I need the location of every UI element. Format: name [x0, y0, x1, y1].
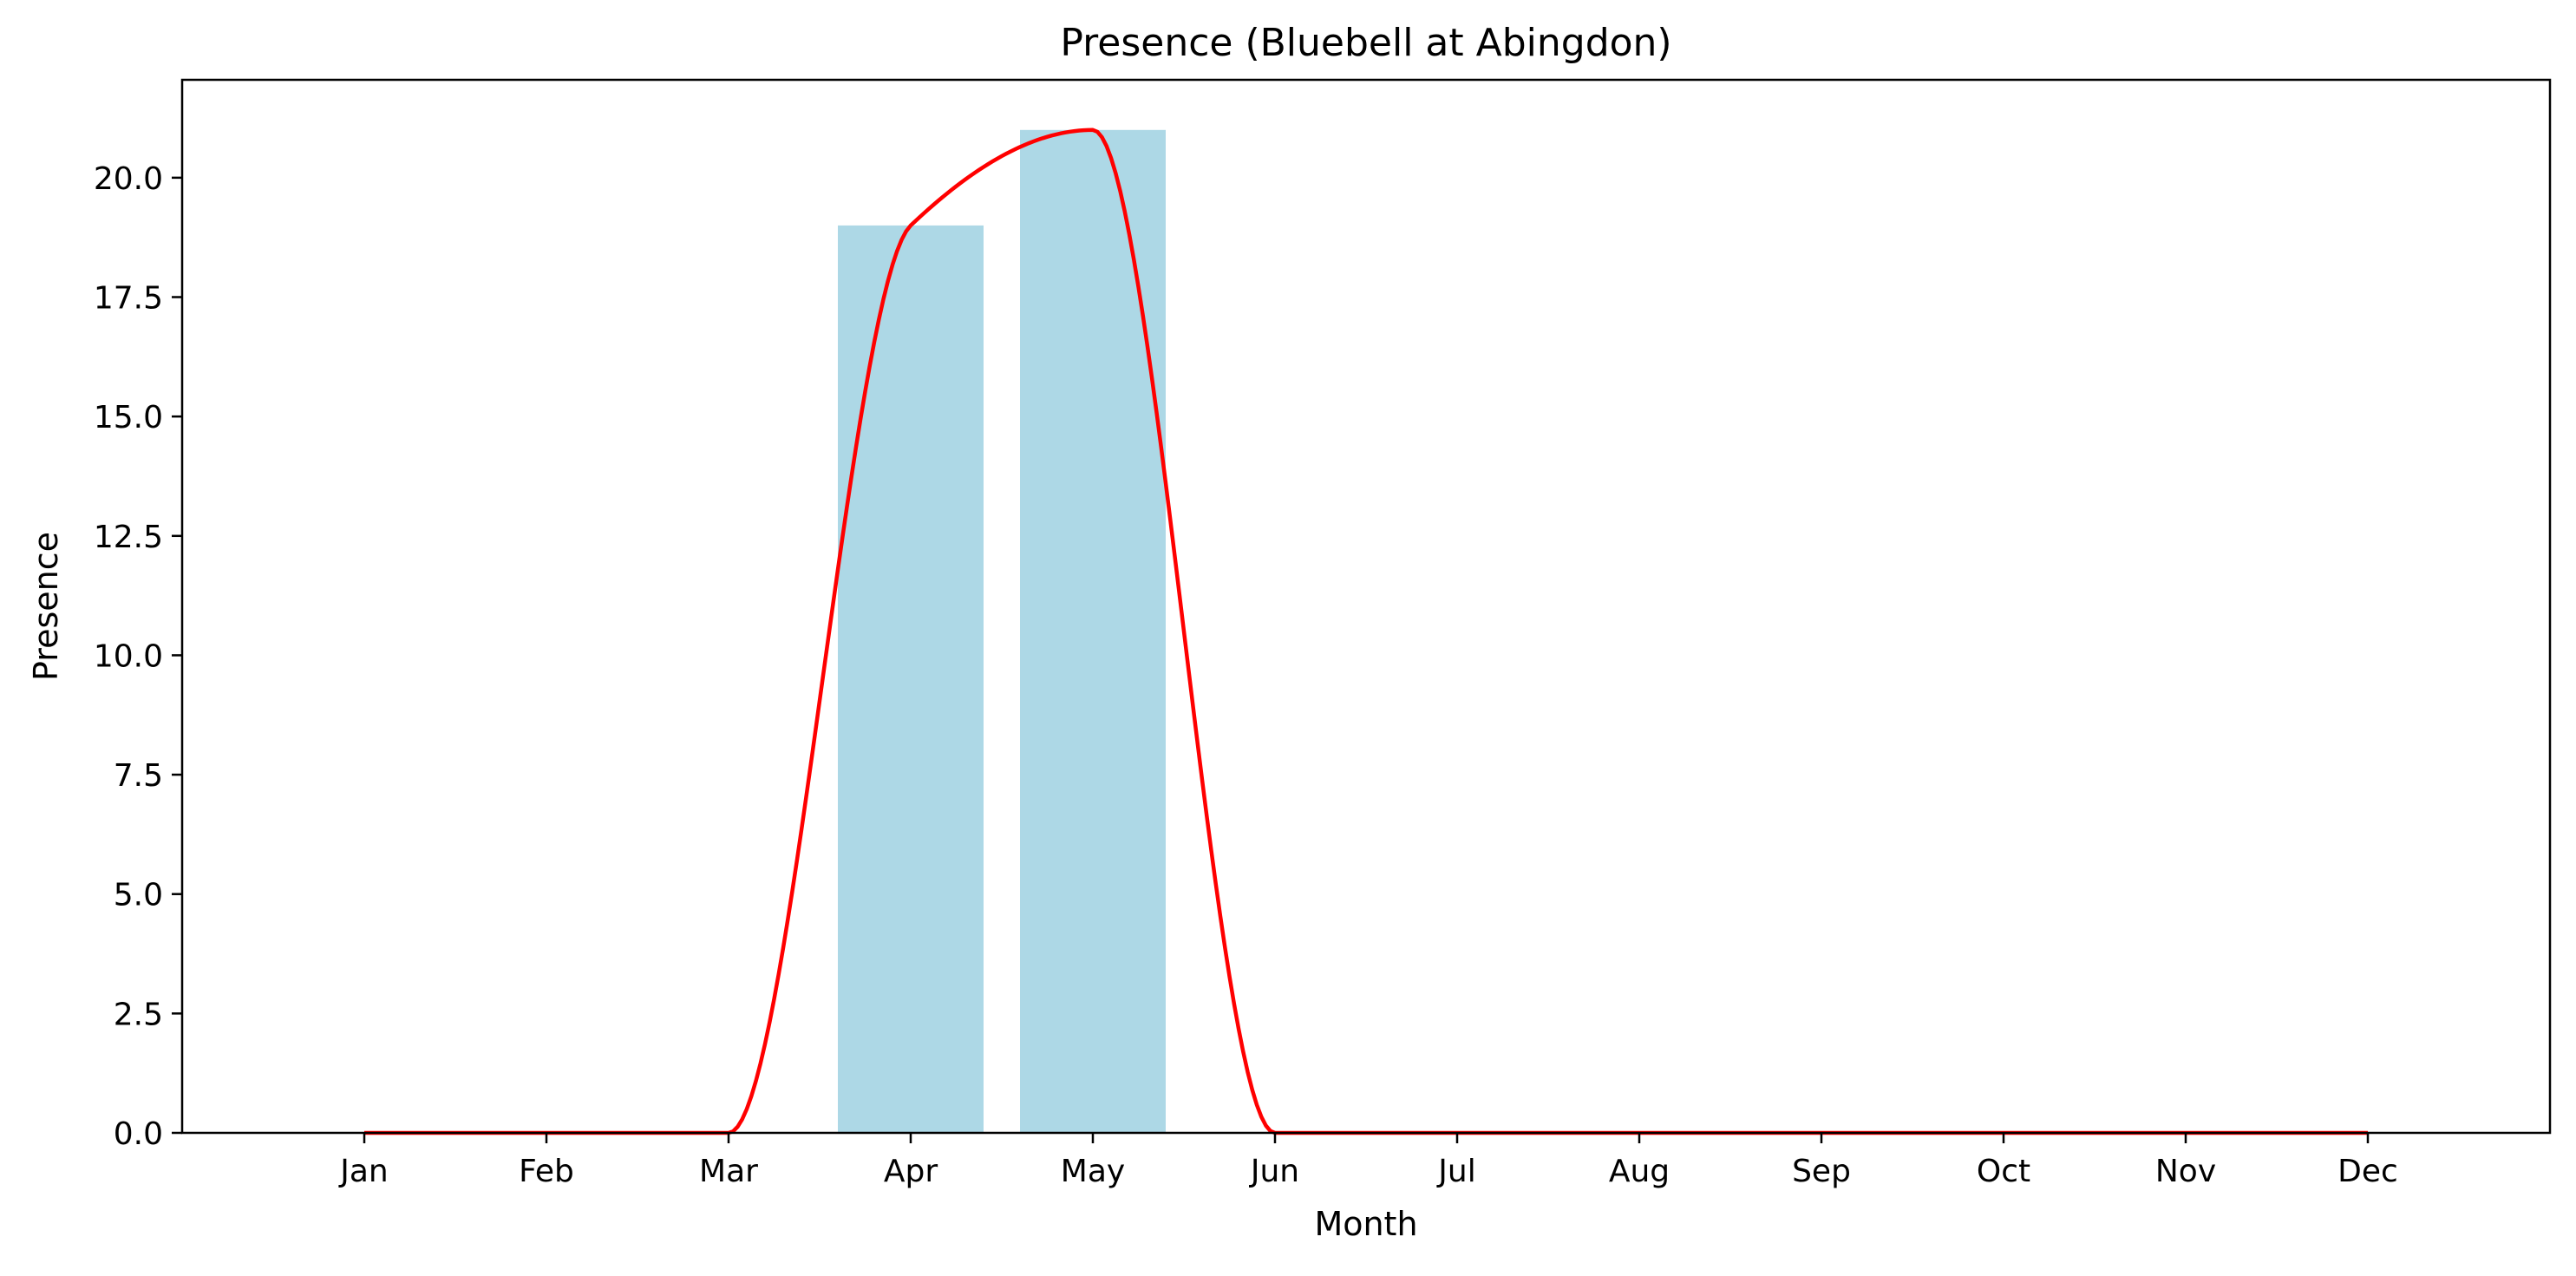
ticks-layer: Jan Feb Mar Apr May Jun Jul Aug Sep Oct Nov Dec 0.0 2… [94, 161, 2398, 1189]
axes-frame [180, 78, 2552, 1135]
x-tick-label-mar: Mar [699, 1154, 758, 1189]
bar-apr [838, 225, 984, 1134]
y-tick-label: 10.0 [94, 638, 163, 674]
x-tick-label-jun: Jun [1249, 1154, 1299, 1189]
x-tick-label-oct: Oct [1977, 1154, 2030, 1189]
x-tick-label-nov: Nov [2155, 1154, 2216, 1189]
y-tick-label: 0.0 [114, 1116, 163, 1152]
y-tick-label: 5.0 [114, 878, 163, 913]
x-tick-label-sep: Sep [1792, 1154, 1851, 1189]
chart-title: Presence (Bluebell at Abingdon) [1060, 21, 1671, 65]
y-tick-label: 12.5 [94, 520, 163, 555]
x-tick-label-jan: Jan [338, 1154, 389, 1189]
y-tick-label: 20.0 [94, 161, 163, 197]
y-tick-label: 15.0 [94, 400, 163, 435]
y-tick-label: 17.5 [94, 281, 163, 317]
x-tick-label-aug: Aug [1609, 1154, 1670, 1189]
x-tick-label-feb: Feb [519, 1154, 574, 1189]
bar-may [1020, 129, 1166, 1133]
x-tick-label-jul: Jul [1436, 1154, 1475, 1189]
x-tick-label-may: May [1061, 1154, 1125, 1189]
y-axis-label: Presence [27, 532, 65, 681]
x-axis-label: Month [1314, 1205, 1417, 1243]
y-tick-label: 7.5 [114, 758, 163, 794]
x-tick-label-apr: Apr [884, 1154, 938, 1189]
y-tick-label: 2.5 [114, 997, 163, 1032]
x-tick-label-dec: Dec [2337, 1154, 2398, 1189]
